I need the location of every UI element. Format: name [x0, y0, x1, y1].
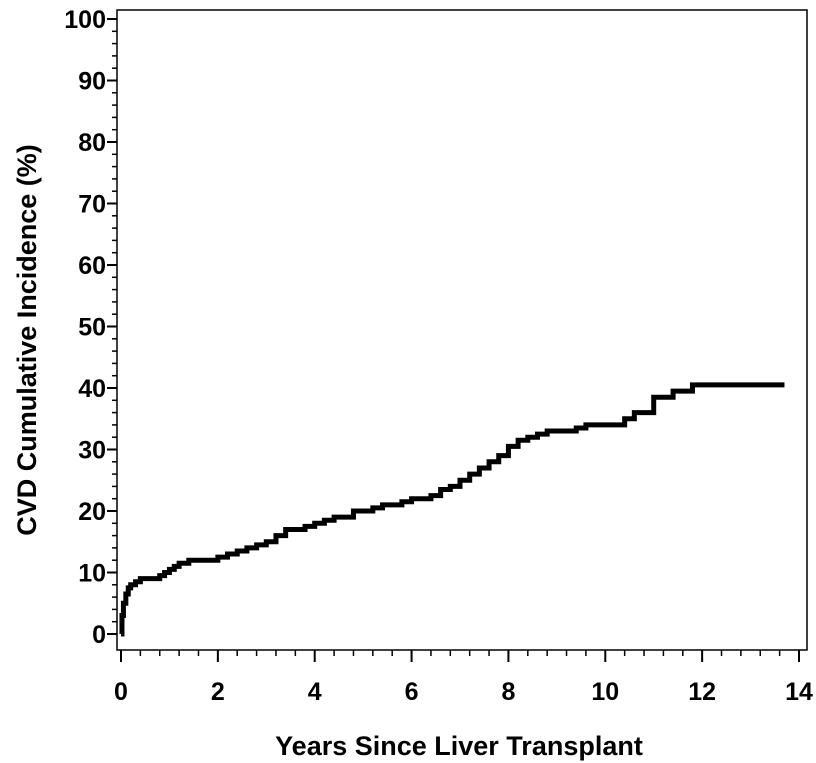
plot-frame	[116, 9, 808, 651]
x-tick-label: 10	[591, 678, 619, 706]
x-tick-label: 6	[405, 678, 419, 706]
y-tick-label: 50	[78, 314, 106, 342]
y-tick-labels: 0 10 20 30 40 50 60 70 80 90 100	[64, 6, 106, 649]
y-tick-label: 90	[78, 68, 106, 96]
x-tick-label: 14	[785, 678, 813, 706]
y-tick-label: 100	[64, 6, 106, 34]
y-axis-title: CVD Cumulative Incidence (%)	[12, 144, 42, 536]
x-tick-labels: 0 2 4 6 8 10 12 14	[114, 678, 813, 706]
cumulative-incidence-curve	[119, 382, 785, 637]
x-tick-label: 2	[211, 678, 225, 706]
y-tick-label: 10	[78, 560, 106, 588]
x-tick-label: 4	[308, 678, 322, 706]
y-tick-label: 20	[78, 498, 106, 526]
y-tick-label: 70	[78, 191, 106, 219]
y-tick-label: 80	[78, 129, 106, 157]
x-tick-label: 0	[114, 678, 128, 706]
major-ticks	[107, 18, 800, 662]
y-tick-label: 0	[92, 621, 106, 649]
y-tick-label: 40	[78, 375, 106, 403]
x-axis-title: Years Since Liver Transplant	[275, 731, 643, 761]
y-tick-label: 60	[78, 252, 106, 280]
y-tick-label: 30	[78, 437, 106, 465]
x-tick-label: 12	[688, 678, 716, 706]
x-tick-label: 8	[501, 678, 515, 706]
